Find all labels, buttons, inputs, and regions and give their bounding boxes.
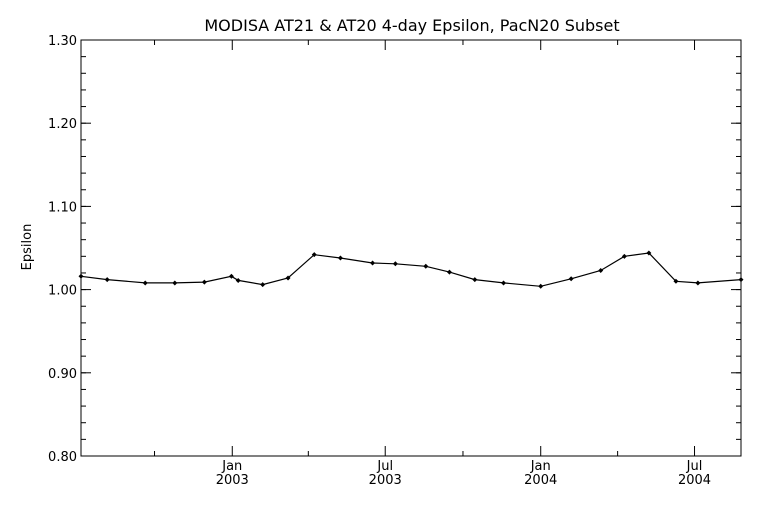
x-tick-month-label: Jul	[686, 459, 703, 474]
axes-layer: 0.800.901.001.101.201.30Jan2003Jul2003Ja…	[48, 34, 741, 488]
y-tick-label: 1.00	[48, 284, 77, 299]
x-tick-month-label: Jan	[530, 459, 551, 474]
data-point-marker	[235, 277, 241, 283]
x-tick-month-label: Jan	[221, 459, 242, 474]
data-point-marker	[392, 261, 398, 267]
y-tick-label: 0.80	[48, 450, 77, 465]
data-point-marker	[337, 255, 343, 261]
x-tick-year-label: 2003	[369, 473, 402, 488]
data-point-marker	[538, 283, 544, 289]
y-tick-label: 1.20	[48, 117, 77, 132]
data-point-marker	[598, 267, 604, 273]
y-tick-label: 1.30	[48, 34, 77, 49]
x-tick-year-label: 2004	[524, 473, 557, 488]
series-layer	[78, 250, 744, 289]
y-tick-label: 1.10	[48, 200, 77, 215]
x-tick-month-label: Jul	[376, 459, 393, 474]
data-point-marker	[446, 269, 452, 275]
data-point-marker	[568, 276, 574, 282]
data-point-marker	[646, 250, 652, 256]
data-point-marker	[370, 260, 376, 266]
data-point-marker	[142, 280, 148, 286]
data-point-marker	[311, 252, 317, 258]
data-point-marker	[472, 277, 478, 283]
data-point-marker	[228, 273, 234, 279]
data-point-marker	[423, 263, 429, 269]
data-point-marker	[201, 279, 207, 285]
chart-title: MODISA AT21 & AT20 4-day Epsilon, PacN20…	[204, 16, 619, 35]
y-tick-label: 0.90	[48, 367, 77, 382]
y-axis-label: Epsilon	[20, 224, 35, 271]
data-point-marker	[172, 280, 178, 286]
data-point-marker	[738, 277, 744, 283]
data-point-marker	[621, 253, 627, 259]
data-point-marker	[673, 278, 679, 284]
x-tick-year-label: 2003	[216, 473, 249, 488]
data-point-marker	[260, 282, 266, 288]
series-line	[80, 252, 742, 287]
data-point-marker	[104, 277, 110, 283]
data-point-marker	[695, 280, 701, 286]
data-point-marker	[285, 275, 291, 281]
x-tick-year-label: 2004	[678, 473, 711, 488]
plot-area-frame	[80, 39, 742, 457]
data-point-marker	[501, 280, 507, 286]
data-point-marker	[78, 273, 84, 279]
